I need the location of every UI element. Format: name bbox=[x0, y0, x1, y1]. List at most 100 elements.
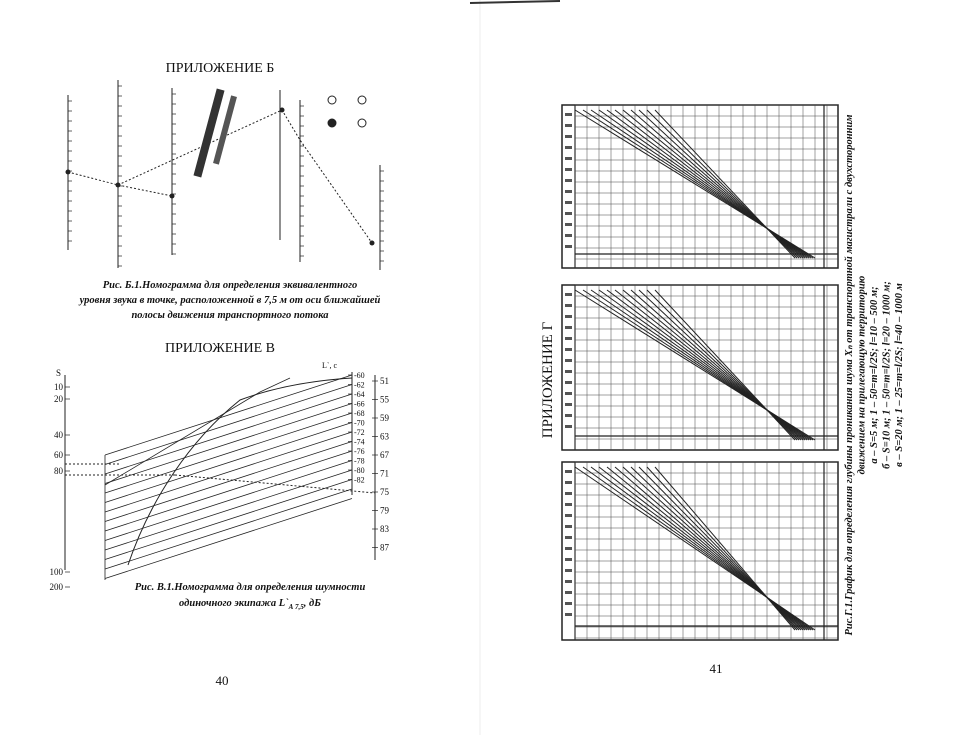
s-tick-label: 200 bbox=[50, 582, 64, 592]
node-point bbox=[115, 182, 121, 188]
label-mark bbox=[565, 245, 572, 248]
outer-tick-label: 63 bbox=[380, 432, 390, 442]
label-mark bbox=[565, 591, 572, 594]
outer-tick-label: 67 bbox=[380, 450, 390, 460]
label-mark bbox=[565, 470, 572, 473]
nomogram-line bbox=[104, 450, 353, 532]
figure-caption: б – S=10 м; 1 – 50=m=l/2S; l=20 – 1000 м… bbox=[882, 281, 893, 469]
label-mark bbox=[565, 326, 572, 329]
inner-tick-label: -62 bbox=[354, 381, 365, 390]
label-mark bbox=[565, 602, 572, 605]
label-mark bbox=[565, 403, 572, 406]
label-mark bbox=[565, 558, 572, 561]
curve-line bbox=[654, 109, 796, 259]
outer-tick-label: 83 bbox=[380, 524, 390, 534]
inner-tick-label: -60 bbox=[354, 371, 365, 380]
label-mark bbox=[565, 234, 572, 237]
nomogram-line bbox=[104, 384, 353, 465]
rotated-label-block bbox=[193, 88, 225, 178]
dotted-link bbox=[117, 109, 373, 244]
outer-tick-label: 51 bbox=[380, 376, 389, 386]
nomogram-line bbox=[104, 469, 353, 551]
label-mark bbox=[565, 315, 572, 318]
label-mark bbox=[565, 359, 572, 362]
outer-tick-label: 59 bbox=[380, 413, 390, 423]
legend-symbol bbox=[357, 118, 367, 128]
nomogram-line bbox=[104, 498, 353, 579]
page-number: 41 bbox=[710, 661, 723, 676]
label-mark bbox=[565, 580, 572, 583]
page-number: 40 bbox=[216, 673, 229, 688]
label-mark bbox=[565, 223, 572, 226]
outer-tick-label: 79 bbox=[380, 506, 390, 516]
appendix-title: ПРИЛОЖЕНИЕ Г bbox=[540, 321, 556, 438]
inner-tick-label: -64 bbox=[354, 390, 365, 399]
outer-tick-label: 87 bbox=[380, 543, 390, 553]
node-point bbox=[65, 169, 71, 175]
appendix-title: ПРИЛОЖЕНИЕ В bbox=[165, 341, 275, 356]
inner-tick-label: -72 bbox=[354, 428, 365, 437]
label-mark bbox=[565, 135, 572, 138]
s-tick-label: 60 bbox=[54, 450, 64, 460]
label-mark bbox=[565, 481, 572, 484]
legend-symbol bbox=[327, 118, 337, 128]
s-tick-label: 10 bbox=[54, 382, 64, 392]
inner-tick-label: -78 bbox=[354, 457, 365, 466]
nomogram-curve bbox=[127, 377, 353, 566]
figure-caption: а – S=5 м; 1 – 50=m=l/2S; l=10 – 500 м; bbox=[869, 286, 880, 463]
rotated-label-block bbox=[213, 95, 237, 165]
nomogram-line bbox=[104, 460, 353, 541]
caption-part: одиночного экипажа L` bbox=[179, 598, 289, 609]
nomogram-line bbox=[104, 403, 353, 484]
figure-caption: одиночного экипажа L`А 7,5, дБ bbox=[179, 598, 321, 611]
caption-part: , дБ bbox=[303, 598, 321, 609]
node-point bbox=[169, 193, 175, 199]
label-mark bbox=[565, 293, 572, 296]
label-mark bbox=[565, 146, 572, 149]
caption-subscript: А 7,5 bbox=[288, 603, 305, 611]
figure-caption: уровня звука в точке, расположенной в 7,… bbox=[78, 295, 381, 306]
label-mark bbox=[565, 492, 572, 495]
label-mark bbox=[565, 124, 572, 127]
label-mark bbox=[565, 613, 572, 616]
guide-line bbox=[174, 474, 376, 494]
s-tick-label: 100 bbox=[50, 567, 64, 577]
label-mark bbox=[565, 381, 572, 384]
inner-tick-label: -70 bbox=[354, 419, 365, 428]
nomogram-line bbox=[104, 431, 353, 513]
inner-tick-label: -76 bbox=[354, 447, 365, 456]
appendix-title: ПРИЛОЖЕНИЕ Б bbox=[166, 61, 275, 76]
label-mark bbox=[565, 201, 572, 204]
figure-caption: Рис.Г.1.График для определения глубины п… bbox=[844, 115, 855, 636]
s-tick-label: 20 bbox=[54, 394, 64, 404]
node-point bbox=[369, 240, 375, 246]
figure-caption: Рис. В.1.Номограмма для определения шумн… bbox=[135, 582, 366, 593]
label-mark bbox=[565, 157, 572, 160]
nomogram-line bbox=[104, 412, 353, 494]
s-tick-label: 40 bbox=[54, 430, 64, 440]
label-mark bbox=[565, 304, 572, 307]
label-mark bbox=[565, 525, 572, 528]
label-mark bbox=[565, 168, 572, 171]
figure-caption: Рис. Б.1.Номограмма для определения экви… bbox=[103, 280, 358, 291]
label-mark bbox=[565, 569, 572, 572]
label-mark bbox=[565, 212, 572, 215]
curve-line bbox=[654, 289, 796, 441]
nomogram-line bbox=[104, 479, 353, 560]
figure-caption: полосы движения транспортного потока bbox=[131, 310, 328, 321]
inner-tick-label: -80 bbox=[354, 466, 365, 475]
nomogram-line bbox=[104, 441, 353, 522]
legend-symbol bbox=[327, 95, 337, 105]
label-mark bbox=[565, 348, 572, 351]
nomogram-line bbox=[104, 374, 353, 456]
label-mark bbox=[565, 190, 572, 193]
label-mark bbox=[565, 503, 572, 506]
label-mark bbox=[565, 425, 572, 428]
label-mark bbox=[565, 536, 572, 539]
label-mark bbox=[565, 414, 572, 417]
node-point bbox=[279, 107, 285, 113]
dotted-link bbox=[67, 171, 173, 197]
nomogram-line bbox=[104, 422, 353, 503]
scan-mark bbox=[469, 0, 561, 4]
